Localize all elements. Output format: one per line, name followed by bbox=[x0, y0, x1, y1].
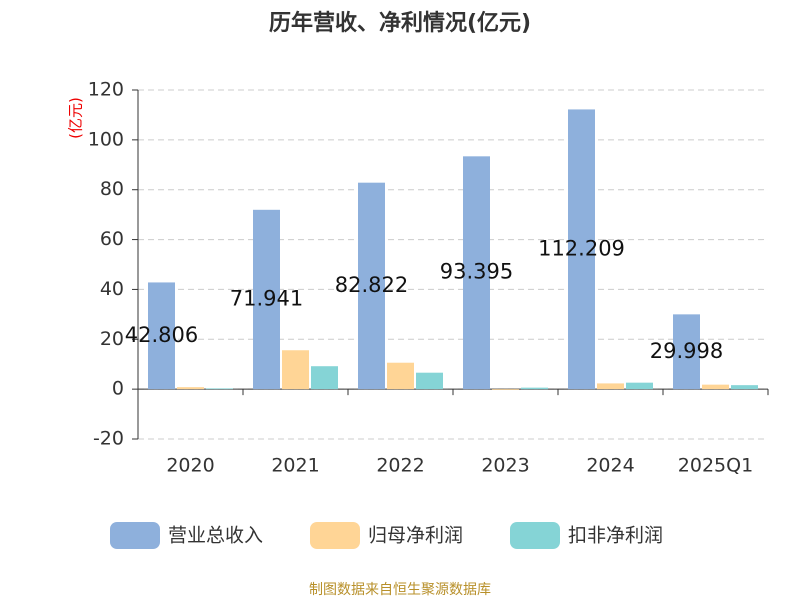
bar bbox=[387, 362, 414, 390]
data-label: 71.941 bbox=[230, 286, 303, 310]
bar bbox=[311, 366, 338, 390]
legend-swatch bbox=[510, 522, 560, 549]
data-label: 82.822 bbox=[335, 273, 408, 297]
y-tick-label: 0 bbox=[112, 378, 124, 400]
bar bbox=[358, 182, 385, 390]
y-tick-label: 20 bbox=[100, 328, 124, 350]
bar bbox=[148, 282, 175, 390]
legend-label: 营业总收入 bbox=[168, 525, 263, 547]
y-tick-label: 120 bbox=[88, 79, 124, 101]
data-label: 112.209 bbox=[538, 236, 625, 260]
legend-swatch bbox=[310, 522, 360, 549]
bar bbox=[626, 382, 653, 390]
bar bbox=[731, 385, 758, 390]
y-tick-label: 40 bbox=[100, 278, 124, 300]
y-tick-label: 80 bbox=[100, 178, 124, 200]
x-tick-label: 2021 bbox=[271, 455, 319, 477]
data-label: 29.998 bbox=[650, 339, 723, 363]
bar bbox=[492, 389, 519, 390]
legend-label: 扣非净利润 bbox=[568, 525, 663, 547]
bar bbox=[702, 384, 729, 390]
source-note: 制图数据来自恒生聚源数据库 bbox=[309, 582, 491, 598]
y-tick-label: 100 bbox=[88, 128, 124, 150]
x-tick-label: 2022 bbox=[376, 455, 424, 477]
bar bbox=[416, 372, 443, 390]
legend-label: 归母净利润 bbox=[368, 525, 463, 547]
bar bbox=[463, 156, 490, 390]
data-label: 93.395 bbox=[440, 260, 513, 284]
x-tick-label: 2024 bbox=[586, 455, 634, 477]
x-tick-label: 2023 bbox=[481, 455, 529, 477]
y-tick-label: 60 bbox=[100, 228, 124, 250]
bar bbox=[282, 350, 309, 390]
x-tick-label: 2020 bbox=[166, 455, 214, 477]
x-tick-label: 2025Q1 bbox=[678, 455, 753, 477]
bar bbox=[673, 314, 700, 390]
chart-title: 历年营收、净利情况(亿元) bbox=[269, 10, 531, 36]
legend-swatch bbox=[110, 522, 160, 549]
data-label: 42.806 bbox=[125, 323, 198, 347]
y-axis-label: (亿元) bbox=[67, 97, 85, 139]
y-tick-label: -20 bbox=[93, 428, 124, 450]
bar bbox=[206, 388, 233, 390]
bar bbox=[521, 387, 548, 390]
bar bbox=[597, 383, 624, 390]
bar bbox=[177, 387, 204, 390]
bar bbox=[568, 109, 595, 390]
bar bbox=[253, 209, 280, 390]
